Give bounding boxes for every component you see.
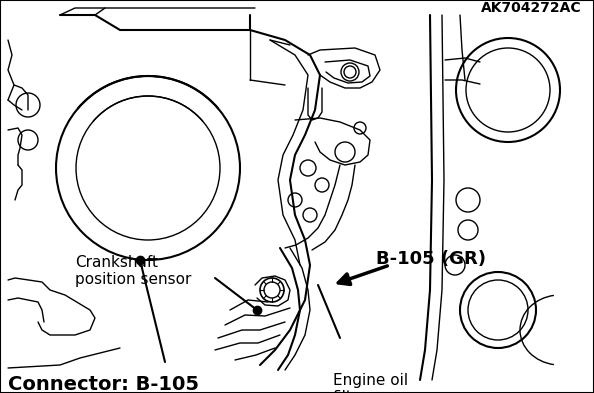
Text: B-105 (GR): B-105 (GR) <box>376 250 486 268</box>
Text: AK704272AC: AK704272AC <box>481 1 582 15</box>
Text: Connector: B-105: Connector: B-105 <box>8 375 199 393</box>
Text: Crankshaft
position sensor: Crankshaft position sensor <box>75 255 191 287</box>
Text: Engine oil
filter: Engine oil filter <box>333 373 408 393</box>
